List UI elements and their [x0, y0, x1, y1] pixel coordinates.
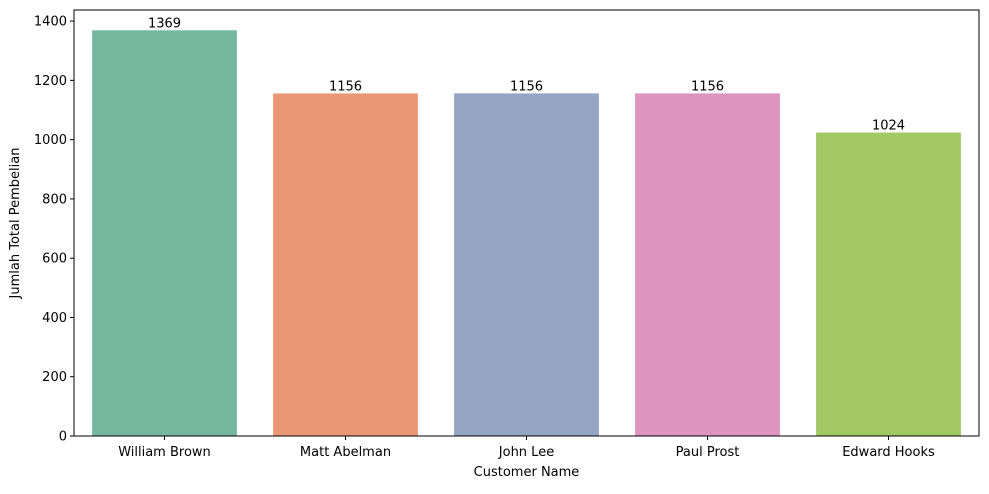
- data-labels-layer: 1369 1156 1156 1156 1024: [148, 16, 905, 133]
- data-label-0: 1369: [148, 16, 181, 31]
- data-label-2: 1156: [510, 79, 543, 94]
- x-axis-title: Customer Name: [474, 465, 580, 480]
- x-tick-label-1: Matt Abelman: [300, 445, 391, 460]
- y-tick-label-3: 600: [42, 252, 67, 267]
- x-tick-label-0: William Brown: [118, 445, 211, 460]
- data-label-1: 1156: [329, 79, 362, 94]
- y-tick-label-1: 200: [42, 370, 67, 385]
- y-axis-title: Jumlah Total Pembelian: [8, 148, 23, 300]
- x-tick-label-3: Paul Prost: [676, 445, 740, 460]
- y-tick-label-2: 400: [42, 311, 67, 326]
- bar-4: [816, 132, 961, 436]
- data-label-3: 1156: [691, 79, 724, 94]
- y-tick-label-5: 1000: [34, 133, 67, 148]
- y-axis: 0 200 400 600 800 1000 1200 1400: [34, 15, 74, 445]
- x-tick-label-2: John Lee: [498, 445, 554, 460]
- bar-1: [273, 93, 418, 436]
- x-axis: William Brown Matt Abelman John Lee Paul Pr…: [118, 436, 935, 460]
- y-tick-label-7: 1400: [34, 15, 67, 30]
- bars-layer: [92, 30, 961, 437]
- bar-2: [454, 93, 599, 436]
- data-label-4: 1024: [872, 119, 905, 134]
- y-tick-label-6: 1200: [34, 74, 67, 89]
- x-tick-label-4: Edward Hooks: [842, 445, 935, 460]
- bar-0: [92, 30, 237, 437]
- y-tick-label-4: 800: [42, 192, 67, 207]
- bar-3: [635, 93, 780, 436]
- y-tick-label-0: 0: [59, 430, 67, 445]
